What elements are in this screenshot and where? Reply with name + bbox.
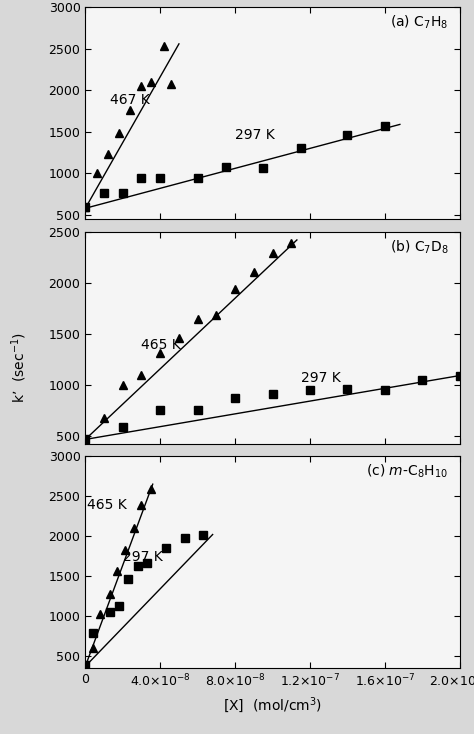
Text: 297 K: 297 K	[235, 128, 275, 142]
Text: 297 K: 297 K	[301, 371, 340, 385]
Text: (a) C$_7$H$_8$: (a) C$_7$H$_8$	[390, 14, 448, 31]
Text: 297 K: 297 K	[123, 550, 163, 564]
Text: k’  (sec$^{-1}$): k’ (sec$^{-1}$)	[9, 332, 29, 402]
Text: 465 K: 465 K	[141, 338, 181, 352]
Text: (b) C$_7$D$_8$: (b) C$_7$D$_8$	[390, 238, 448, 255]
Text: 467 K: 467 K	[109, 93, 149, 107]
Text: (c) $m$-C$_8$H$_{10}$: (c) $m$-C$_8$H$_{10}$	[366, 462, 448, 480]
X-axis label: [X]  (mol/cm$^3$): [X] (mol/cm$^3$)	[223, 695, 322, 715]
Text: 465 K: 465 K	[87, 498, 127, 512]
